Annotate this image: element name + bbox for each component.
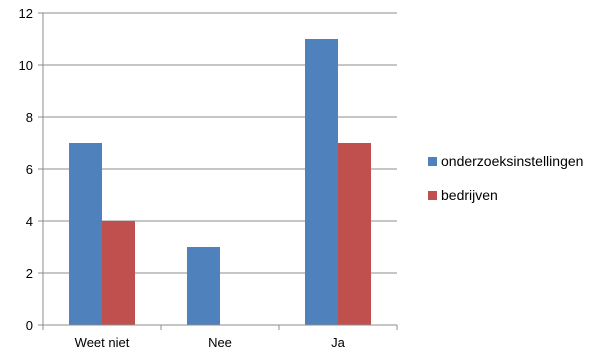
y-tick-labels: 0 2 4 6 8 10 12 bbox=[19, 6, 33, 333]
legend-item-onderzoeksinstellingen: onderzoeksinstellingen bbox=[428, 152, 583, 170]
x-tick-labels: Weet niet Nee Ja bbox=[75, 335, 346, 350]
bar-bedrijven-weet-niet bbox=[102, 221, 135, 325]
y-tick-label-4: 4 bbox=[26, 214, 33, 229]
legend-label-onderzoeksinstellingen: onderzoeksinstellingen bbox=[441, 153, 584, 169]
x-tick-label-nee: Nee bbox=[208, 335, 232, 350]
legend-swatch-onderzoeksinstellingen bbox=[428, 156, 437, 166]
legend-item-bedrijven: bedrijven bbox=[428, 186, 583, 204]
bar-onderzoeksinstellingen-nee bbox=[187, 247, 220, 325]
bar-bedrijven-ja bbox=[338, 143, 371, 325]
x-tick-label-ja: Ja bbox=[331, 335, 346, 350]
y-tick-label-0: 0 bbox=[26, 318, 33, 333]
y-tick-label-6: 6 bbox=[26, 162, 33, 177]
y-tick-label-2: 2 bbox=[26, 266, 33, 281]
legend-swatch-bedrijven bbox=[428, 190, 437, 200]
bars bbox=[69, 39, 371, 325]
legend: onderzoeksinstellingen bedrijven bbox=[428, 152, 583, 220]
legend-label-bedrijven: bedrijven bbox=[441, 187, 498, 203]
y-tick-label-10: 10 bbox=[19, 58, 33, 73]
bar-onderzoeksinstellingen-ja bbox=[305, 39, 338, 325]
axes bbox=[42, 13, 397, 326]
bar-onderzoeksinstellingen-weet-niet bbox=[69, 143, 102, 325]
y-tick-label-12: 12 bbox=[19, 6, 33, 21]
x-tick-label-weet-niet: Weet niet bbox=[75, 335, 130, 350]
y-tick-label-8: 8 bbox=[26, 110, 33, 125]
